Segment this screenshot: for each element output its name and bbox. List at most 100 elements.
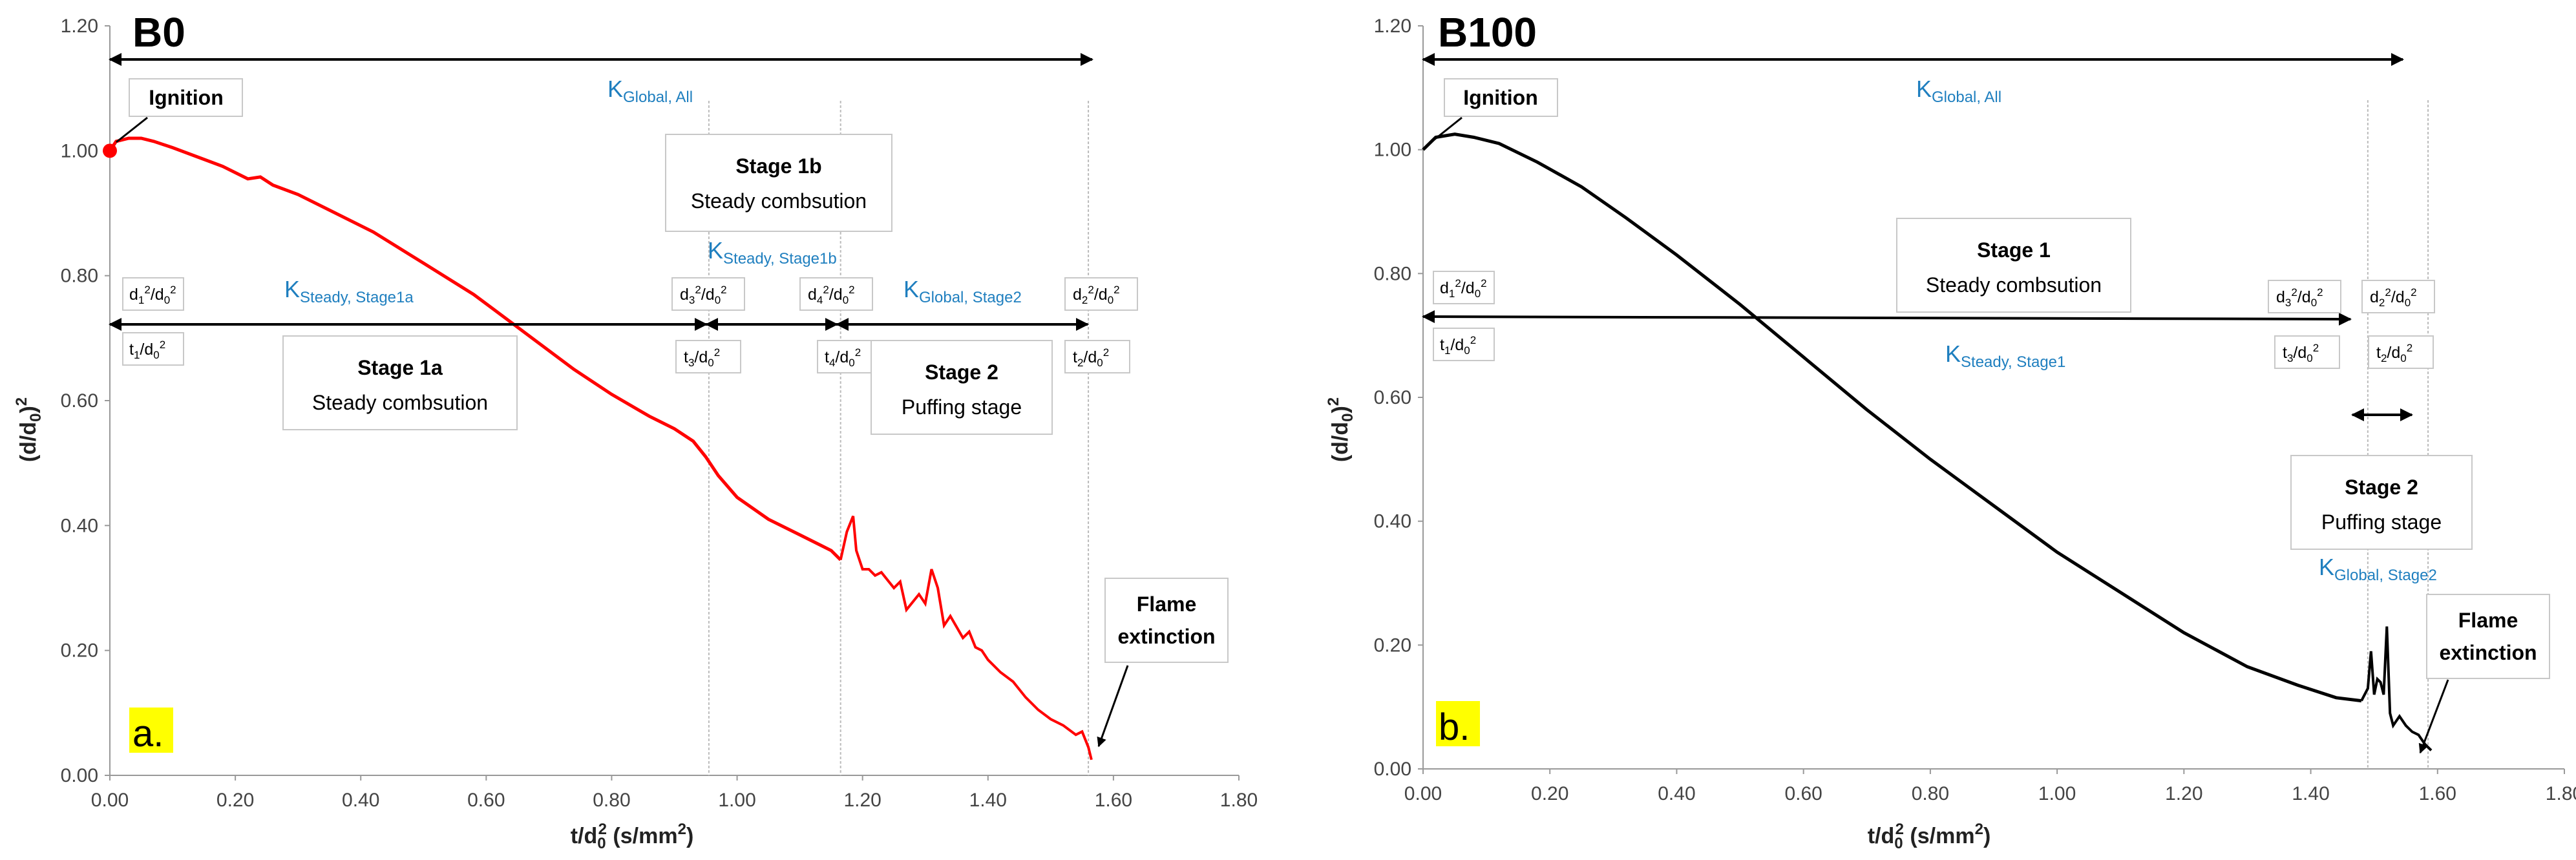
svg-text:t2/d02: t2/d02 <box>1073 346 1109 369</box>
guide-lines-b100 <box>2367 100 2429 769</box>
stage2-desc-b0: Puffing stage <box>902 395 1022 419</box>
k-steady-1b-label-b0: KSteady, Stage1b <box>708 237 837 267</box>
guide-lines-b0 <box>708 101 1090 775</box>
svg-text:t3/d02: t3/d02 <box>2283 342 2319 364</box>
y-tick-label-b0: 1.00 <box>61 140 98 162</box>
svg-text:d22/d02: d22/d02 <box>1073 284 1120 306</box>
d2-box-b0: d22/d02 <box>1064 277 1138 311</box>
ignition-pointer-b100 <box>1429 116 1462 145</box>
chart-title-b100: B100 <box>1438 9 1537 56</box>
flame-box-b100 <box>2426 594 2550 679</box>
y-tick-label-b100: 0.40 <box>1374 511 1411 532</box>
d2-box-b100: d22/d02 <box>2361 280 2435 313</box>
stage2-desc-b100: Puffing stage <box>2321 510 2442 534</box>
y-axis-label-b0: (d/d0)2 <box>13 397 45 462</box>
stage2-title-b100: Stage 2 <box>2345 476 2418 499</box>
stage2-title-b0: Stage 2 <box>925 361 998 384</box>
y-tick-label-b0: 0.40 <box>61 515 98 536</box>
x-tick-label-b100: 1.40 <box>2292 783 2329 804</box>
y-tick-label-b100: 0.00 <box>1374 759 1411 780</box>
k-global-all-label-b100: KGlobal, All <box>1916 76 2001 106</box>
panel-label-bg-b100 <box>1436 701 1480 746</box>
x-axis-label-b100: t/d02 (s/mm2) <box>1868 821 1991 852</box>
chart-title-b0: B0 <box>132 9 185 56</box>
y-tick-label-b0: 0.80 <box>61 266 98 287</box>
y-tick-label-b100: 1.20 <box>1374 16 1411 37</box>
t4-box-b0: t4/d02 <box>817 340 883 373</box>
d3-box-b100: d32/d02 <box>2268 280 2341 313</box>
svg-text:d32/d02: d32/d02 <box>2276 286 2323 309</box>
axes-b100: 0.00 0.20 0.40 0.60 0.80 1.00 1.20 1.40 1.60 1.8 0… <box>1374 16 2576 804</box>
x-tick-label-b100: 0.40 <box>1658 783 1695 804</box>
flame-label-2-b0: extinction <box>1117 625 1215 648</box>
ignition-box-b0 <box>129 78 243 117</box>
flame-label-2-b100: extinction <box>2439 641 2537 664</box>
x-tick-label-b0: 0.40 <box>342 790 379 811</box>
x-tick-label-b100: 0.80 <box>1912 783 1949 804</box>
stage1-title-b100: Stage 1 <box>1977 238 2051 262</box>
y-tick-label-b100: 0.80 <box>1374 263 1411 284</box>
t1-box-b100: t1/d02 <box>1433 328 1495 361</box>
series-line-b0-stage1 <box>108 136 842 561</box>
x-tick-label-b0: 1.80 <box>1220 790 1258 811</box>
flame-pointer-b0 <box>1097 665 1129 748</box>
d1-box-b100: d12/d02 <box>1433 271 1495 304</box>
y-tick-label-b100: 1.00 <box>1374 140 1411 161</box>
d4-box-b0: d42/d02 <box>799 277 873 311</box>
ignition-point-b0 <box>103 143 117 158</box>
x-tick-label-b100: 0.00 <box>1404 783 1442 804</box>
flame-label-1-b100: Flame <box>2458 609 2518 632</box>
t2-box-b100: t2/d02 <box>2368 335 2434 369</box>
stage1b-desc-b0: Steady combsution <box>691 189 867 213</box>
d1-box-b0: d12/d02 <box>122 277 184 311</box>
x-tick-label-b0: 1.20 <box>843 790 881 811</box>
panel-label-b0: a. <box>132 713 164 755</box>
flame-label-1-b0: Flame <box>1137 593 1196 616</box>
series-line-b100-stage1 <box>1422 132 2362 703</box>
stage1b-box-b0 <box>665 134 892 232</box>
y-tick-label-b0: 0.00 <box>61 765 98 786</box>
y-tick-label-b0: 0.20 <box>61 640 98 662</box>
x-tick-label-b0: 0.80 <box>593 790 630 811</box>
x-axis-label-b0: t/d02 (s/mm2) <box>571 821 694 852</box>
t3-box-b0: t3/d02 <box>675 340 741 373</box>
x-tick-label-b100: 1.80 <box>2546 783 2576 804</box>
t1-box-b0: t1/d02 <box>122 332 184 366</box>
x-tick-label-b100: 1.20 <box>2165 783 2202 804</box>
stage1a-box-b0 <box>282 335 518 430</box>
stage1-arrow-b100 <box>1422 310 2352 326</box>
x-tick-label-b0: 1.00 <box>718 790 755 811</box>
svg-text:d22/d02: d22/d02 <box>2370 286 2417 309</box>
axes-b0: 0.00 0.20 0.40 0.60 0.80 1.00 1.20 1.40 1.60 1.80… <box>61 16 1258 811</box>
x-tick-label-b100: 0.60 <box>1784 783 1822 804</box>
stage1-desc-b100: Steady combsution <box>1926 273 2102 297</box>
flame-pointer-b100 <box>2418 679 2449 754</box>
chart-b100: 0.00 0.20 0.40 0.60 0.80 1.00 1.20 1.40 1.60 1.8 0… <box>1325 9 2576 852</box>
k-steady-1-label-b100: KSteady, Stage1 <box>1945 341 2065 371</box>
y-tick-label-b100: 0.60 <box>1374 387 1411 408</box>
ignition-pointer-b0 <box>116 116 148 143</box>
x-tick-label-b0: 1.40 <box>969 790 1007 811</box>
x-tick-label-b0: 0.60 <box>467 790 505 811</box>
stage1-box-b100 <box>1896 218 2131 313</box>
d3-box-b0: d32/d02 <box>671 277 745 311</box>
stage1a-title-b0: Stage 1a <box>357 356 443 379</box>
ignition-label-b0: Ignition <box>149 86 224 109</box>
x-tick-label-b0: 1.60 <box>1095 790 1132 811</box>
y-tick-label-b0: 0.60 <box>61 390 98 412</box>
series-line-b0-puffing <box>839 516 1093 760</box>
stage2-box-b100 <box>2290 455 2473 550</box>
k-global-2-label-b100: KGlobal, Stage2 <box>2319 554 2437 584</box>
stage1b-title-b0: Stage 1b <box>735 154 821 178</box>
stage1a-desc-b0: Steady combsution <box>312 391 488 414</box>
panel-label-b100: b. <box>1439 706 1470 748</box>
t3-box-b100: t3/d02 <box>2274 335 2340 369</box>
ignition-label-b100: Ignition <box>1463 86 1538 109</box>
y-tick-label-b0: 1.20 <box>61 16 98 37</box>
k-global-2-label-b0: KGlobal, Stage2 <box>903 276 1022 306</box>
ignition-box-b100 <box>1444 78 1558 117</box>
x-tick-label-b100: 1.60 <box>2419 783 2456 804</box>
stage2-box-b0 <box>871 340 1053 435</box>
k-steady-1a-label-b0: KSteady, Stage1a <box>284 276 414 306</box>
